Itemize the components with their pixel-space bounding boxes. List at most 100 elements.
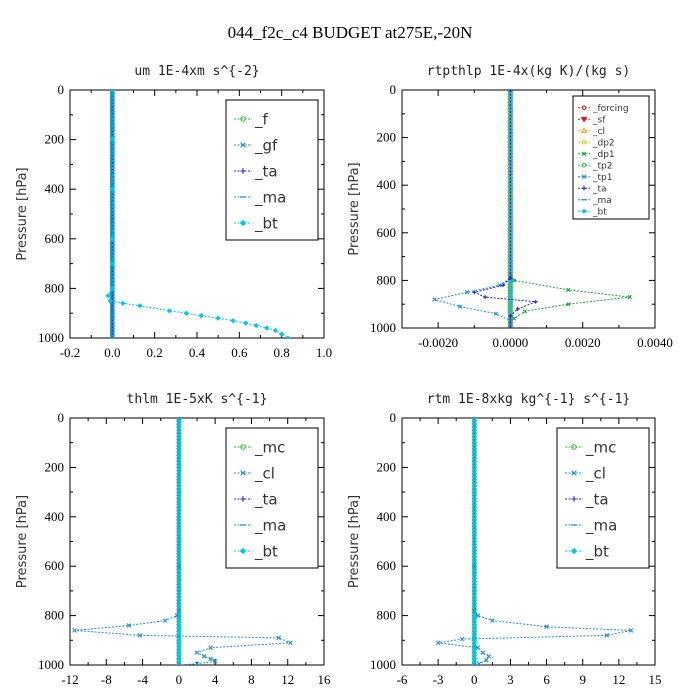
legend-marker: [581, 151, 587, 157]
data-point: [501, 283, 506, 288]
data-point: [198, 312, 204, 319]
legend-item: _bt: [234, 214, 278, 233]
series-ta: [472, 90, 538, 328]
legend-marker: [239, 219, 247, 227]
x-tick-label: -3: [433, 672, 444, 687]
legend-item: _mc: [565, 438, 616, 457]
data-point: [566, 287, 571, 293]
legend-marker: [571, 470, 577, 476]
data-point: [120, 300, 126, 307]
y-tick-label: 1000: [370, 320, 396, 335]
y-tick-label: 1000: [38, 330, 64, 345]
data-point: [276, 635, 281, 641]
legend-marker: [571, 496, 577, 502]
legend-marker: [581, 162, 587, 168]
legend-item: _dp2: [578, 138, 615, 148]
x-tick-label: 0.8: [274, 345, 290, 360]
data-point: [109, 260, 116, 267]
legend-box: [572, 95, 650, 220]
legend-marker: [580, 127, 588, 134]
panel-title: thlm 1E-5xK s^{-1}: [127, 392, 268, 407]
y-tick-label: 0: [58, 82, 65, 97]
legend-box: [225, 427, 319, 569]
legend-marker: [580, 116, 588, 123]
legend-item: _bt: [578, 207, 607, 217]
series-line: [472, 90, 536, 328]
y-tick-label: 1000: [38, 657, 64, 672]
plot-area: [72, 418, 293, 665]
data-point: [471, 418, 477, 421]
legend-label: _ta: [254, 162, 278, 181]
data-point: [476, 661, 482, 665]
data-point: [137, 303, 143, 309]
legend-item: _bt: [234, 542, 278, 561]
legend-label: _ta: [585, 490, 609, 509]
data-point: [544, 624, 549, 630]
data-point: [109, 90, 116, 93]
legend-label: _cl: [254, 464, 275, 483]
y-tick-label: 800: [45, 608, 65, 623]
x-tick-label: 0: [176, 672, 183, 687]
series-bt: [105, 90, 291, 338]
legend-item: _forcing: [578, 104, 629, 114]
legend: _mc _cl _ta _ma _bt: [225, 427, 319, 569]
legend-label: _mc: [585, 438, 616, 457]
legend-item: _bt: [565, 542, 609, 561]
data-point: [194, 650, 200, 655]
x-tick-label: 0.4: [189, 345, 206, 360]
data-point: [480, 650, 486, 655]
x-tick-label: 0.0040: [637, 335, 673, 350]
legend-item: _ta: [578, 184, 607, 194]
x-tick-label: 0.2: [147, 345, 163, 360]
x-tick-label: 0.0020: [565, 335, 601, 350]
y-tick-label: 600: [377, 558, 397, 573]
legend-label: _tp1: [592, 173, 612, 183]
legend-marker: [581, 186, 587, 191]
plot-area: [432, 90, 632, 328]
data-point: [508, 314, 513, 319]
x-tick-label: -0.2: [60, 345, 81, 360]
x-tick-label: 9: [579, 672, 586, 687]
data-point: [183, 310, 190, 316]
legend-item: _mc: [234, 438, 285, 457]
legend-label: _gf: [254, 136, 278, 155]
x-tick-label: 1.0: [316, 345, 332, 360]
y-tick-label: 0: [58, 410, 65, 425]
data-point: [105, 293, 111, 299]
data-point: [464, 290, 470, 295]
legend-item: _ta: [565, 490, 609, 509]
figure-title: 044_f2c_c4 BUDGET at275E,-20N: [228, 23, 473, 42]
legend-marker: [581, 139, 587, 145]
data-point: [486, 654, 492, 659]
data-point: [457, 304, 462, 309]
data-point: [212, 658, 218, 664]
data-point: [604, 633, 610, 638]
legend: _forcing_sf _cl_dp2 _dp1_tp2 _tp1_ta _ma_bt: [572, 95, 650, 220]
data-point: [230, 317, 236, 324]
data-point: [166, 307, 173, 314]
legend-marker: [581, 208, 587, 215]
x-tick-label: -6: [397, 672, 408, 687]
x-tick-label: 12: [612, 672, 625, 687]
data-point: [533, 299, 538, 304]
panel-title: rtm 1E-8xkg kg^{-1} s^{-1}: [427, 392, 631, 407]
data-point: [72, 628, 77, 633]
data-point: [109, 136, 116, 143]
data-point: [471, 662, 477, 665]
data-point: [508, 318, 513, 324]
x-tick-label: -0.0020: [418, 335, 458, 350]
data-point: [109, 186, 116, 192]
data-point: [176, 418, 182, 421]
legend-label: _ma: [585, 516, 617, 535]
legend-label: _mc: [254, 438, 285, 457]
y-axis-label: Pressure [hPa]: [15, 167, 30, 260]
data-point: [174, 613, 180, 618]
x-tick-label: 16: [318, 672, 332, 687]
data-point: [522, 309, 528, 314]
x-tick-label: 3: [507, 672, 514, 687]
data-point: [435, 640, 441, 646]
y-tick-label: 400: [45, 509, 65, 524]
plot-area: [435, 418, 634, 665]
data-point: [628, 628, 634, 633]
